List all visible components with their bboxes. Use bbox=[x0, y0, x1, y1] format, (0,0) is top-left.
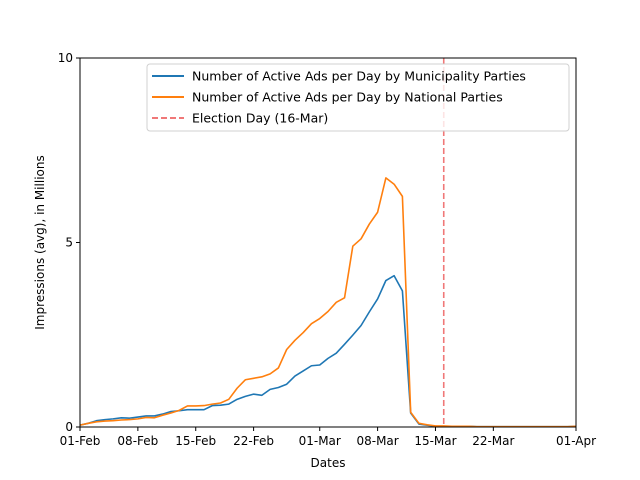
ticks-layer: 01-Feb 08-Feb 15-Feb 22-Feb 01-Mar 08-Mar 15-M… bbox=[58, 51, 596, 448]
legend-box bbox=[146, 63, 570, 132]
y-tick-label: 5 bbox=[65, 236, 73, 250]
y-tick-label: 10 bbox=[58, 51, 73, 65]
x-tick-label: 01-Apr bbox=[556, 434, 596, 448]
legend-label-election-day: Election Day (16-Mar) bbox=[192, 111, 328, 126]
x-tick-label: 22-Mar bbox=[472, 434, 514, 448]
y-tick-label: 0 bbox=[65, 420, 73, 434]
x-tick-label: 01-Mar bbox=[299, 434, 341, 448]
x-tick-label: 15-Mar bbox=[414, 434, 456, 448]
y-axis-label: Impressions (avg), in Millions bbox=[33, 155, 47, 329]
x-tick-label: 08-Mar bbox=[356, 434, 398, 448]
legend-label-municipality: Number of Active Ads per Day by Municipa… bbox=[192, 69, 526, 84]
plot-frame bbox=[79, 57, 577, 428]
series-line-municipality bbox=[79, 274, 577, 428]
legend-label-national: Number of Active Ads per Day by National… bbox=[192, 90, 503, 105]
legend: Number of Active Ads per Day by Municipa… bbox=[146, 63, 570, 132]
x-tick-label: 01-Feb bbox=[60, 434, 101, 448]
x-axis-label: Dates bbox=[311, 456, 346, 470]
x-tick-label: 22-Feb bbox=[233, 434, 274, 448]
series-line-national bbox=[79, 177, 577, 428]
x-tick-label: 08-Feb bbox=[117, 434, 158, 448]
x-tick-label: 15-Feb bbox=[175, 434, 216, 448]
